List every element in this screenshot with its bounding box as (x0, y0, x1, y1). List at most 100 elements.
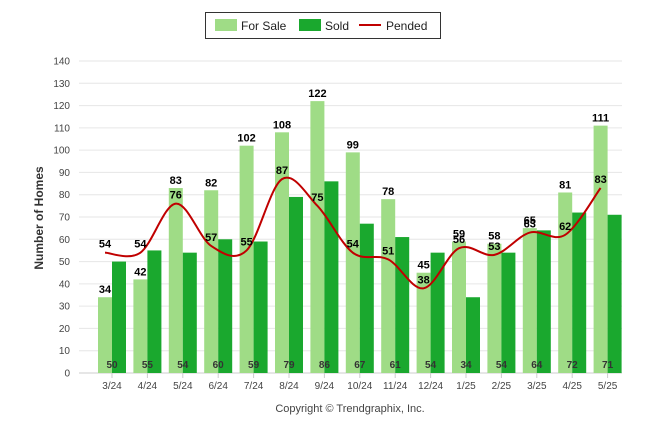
bar-for-sale (558, 192, 573, 373)
label-sold: 72 (567, 360, 579, 371)
label-for-sale: 102 (237, 133, 255, 145)
legend-label-for-sale: For Sale (241, 19, 287, 33)
label-for-sale: 122 (308, 88, 326, 100)
x-tick-label: 6/24 (208, 381, 228, 392)
label-sold: 64 (531, 360, 543, 371)
y-tick-label: 0 (64, 369, 70, 380)
bar-sold (501, 252, 516, 373)
bar-sold (289, 196, 303, 373)
label-for-sale: 42 (134, 266, 146, 278)
bar-sold (147, 250, 162, 373)
bar-sold (572, 212, 587, 373)
y-tick-label: 100 (53, 146, 70, 157)
label-sold: 59 (248, 360, 260, 371)
x-tick-label: 9/24 (315, 381, 335, 392)
label-pended: 38 (417, 274, 429, 286)
y-tick-label: 130 (53, 79, 70, 90)
label-sold: 86 (319, 360, 331, 371)
bar-sold (112, 261, 126, 373)
label-pended: 51 (382, 245, 394, 257)
label-for-sale: 81 (559, 179, 571, 191)
bar-for-sale (275, 132, 289, 373)
x-tick-label: 7/24 (244, 381, 264, 392)
bar-sold (359, 223, 374, 373)
legend-label-sold: Sold (325, 19, 349, 33)
bar-for-sale (133, 279, 148, 373)
pended-series-line (104, 176, 602, 290)
bar-sold (182, 252, 197, 373)
bar-sold (218, 239, 233, 373)
bar-for-sale (452, 241, 466, 373)
x-tick-label: 11/24 (383, 381, 408, 392)
x-tick-label: 8/24 (279, 381, 299, 392)
bar-for-sale (381, 199, 396, 373)
pended-line (104, 176, 602, 290)
bar-for-sale (310, 101, 325, 373)
y-axis-title: Number of Homes (32, 166, 46, 270)
bar-for-sale (416, 272, 431, 373)
x-tick-label: 5/25 (598, 381, 618, 392)
label-pended: 76 (170, 190, 182, 202)
label-for-sale: 45 (417, 260, 429, 272)
label-sold: 54 (177, 360, 189, 371)
legend-label-pended: Pended (386, 19, 427, 33)
x-tick-label: 2/25 (492, 381, 512, 392)
label-sold: 79 (283, 360, 295, 371)
bar-for-sale (593, 125, 608, 373)
bar-sold (607, 214, 622, 373)
bar-sold (466, 297, 480, 373)
bar-for-sale (239, 145, 254, 373)
label-pended: 54 (347, 239, 360, 251)
y-tick-label: 10 (59, 346, 71, 357)
bar-sold (395, 237, 410, 373)
label-for-sale: 59 (453, 229, 465, 241)
x-axis-ticks: 3/24 4/24 5/24 6/24 7/24 8/24 9/24 10/24 11/24 12… (102, 373, 618, 392)
copyright-text: Copyright © Trendgraphix, Inc. (275, 403, 424, 415)
y-tick-label: 120 (53, 101, 70, 112)
x-tick-label: 3/24 (102, 381, 122, 392)
x-tick-label: 3/25 (527, 381, 547, 392)
label-sold: 71 (602, 360, 614, 371)
y-tick-label: 70 (59, 213, 71, 224)
label-sold: 54 (425, 360, 437, 371)
label-pended: 62 (559, 221, 571, 233)
bar-for-sale (98, 297, 112, 373)
label-pended: 87 (276, 165, 288, 177)
y-tick-label: 20 (59, 324, 71, 335)
x-tick-label: 5/24 (173, 381, 193, 392)
bar-for-sale (204, 190, 219, 373)
bar-for-sale (487, 243, 502, 373)
label-sold: 61 (390, 360, 402, 371)
label-pended: 57 (205, 232, 217, 244)
y-axis-ticks: 0 10 20 30 40 50 60 70 80 90 100 110 120 130 140 (53, 57, 70, 380)
legend: For Sale Sold Pended (205, 12, 441, 39)
y-tick-label: 60 (59, 235, 71, 246)
label-pended: 54 (99, 239, 112, 251)
label-for-sale: 82 (205, 177, 217, 189)
label-sold: 67 (354, 360, 366, 371)
bar-sold (430, 252, 445, 373)
bar-sold (536, 230, 551, 373)
y-tick-label: 40 (59, 279, 71, 290)
label-pended: 55 (240, 236, 252, 248)
label-for-sale: 108 (273, 119, 291, 131)
bar-for-sale (168, 188, 183, 373)
data-labels: 34 54 50 42 54 55 83 76 54 82 57 60 102 55 59 108 87 79 12… (99, 88, 614, 371)
label-sold: 54 (496, 360, 508, 371)
x-tick-label: 10/24 (347, 381, 372, 392)
y-tick-label: 50 (59, 257, 71, 268)
label-pended: 54 (134, 239, 147, 251)
bar-for-sale (522, 228, 537, 373)
x-tick-label: 12/24 (418, 381, 443, 392)
label-for-sale: 83 (170, 175, 182, 187)
label-sold: 60 (213, 360, 225, 371)
y-tick-label: 110 (54, 123, 70, 134)
label-sold: 55 (142, 360, 154, 371)
label-for-sale: 99 (347, 139, 359, 151)
bar-sold (253, 241, 268, 373)
label-for-sale: 111 (592, 113, 609, 125)
label-for-sale: 78 (382, 186, 394, 198)
label-sold: 50 (106, 360, 118, 371)
label-pended: 63 (524, 219, 536, 231)
